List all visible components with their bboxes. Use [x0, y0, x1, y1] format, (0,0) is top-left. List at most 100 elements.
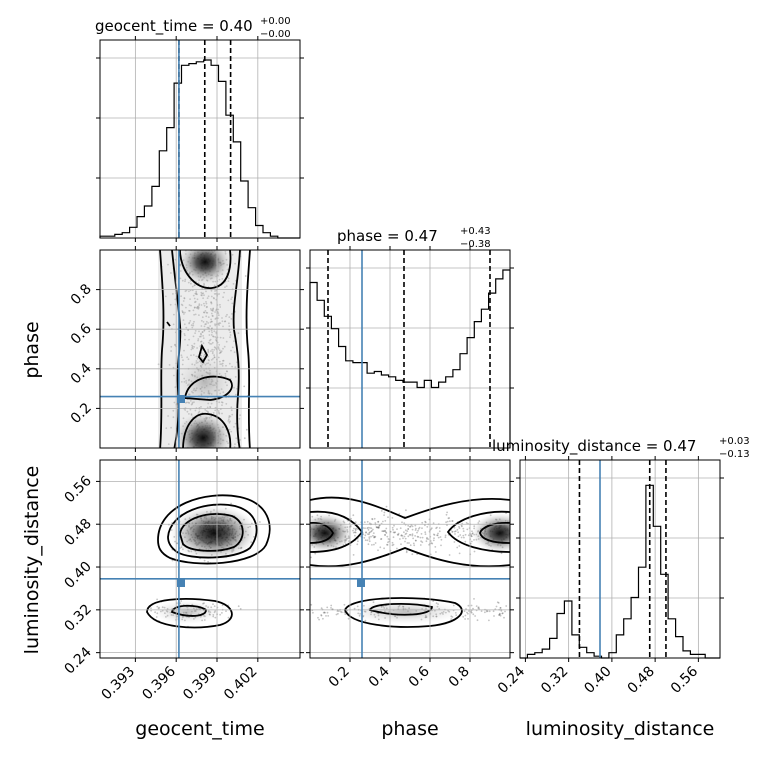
- scatter-point: [384, 529, 386, 532]
- scatter-point: [222, 359, 224, 362]
- scatter-point: [419, 544, 422, 546]
- scatter-point: [434, 546, 437, 548]
- scatter-point: [188, 321, 191, 324]
- scatter-point: [468, 610, 470, 612]
- scatter-point: [259, 521, 261, 523]
- scatter-point: [472, 607, 474, 610]
- scatter-point: [403, 522, 406, 524]
- scatter-point: [170, 426, 173, 429]
- scatter-point: [188, 310, 191, 312]
- scatter-point: [387, 541, 389, 544]
- scatter-point: [464, 533, 467, 536]
- scatter-point: [379, 546, 382, 549]
- density-secondary-distance: [153, 600, 221, 624]
- scatter-point: [451, 530, 454, 533]
- scatter-point: [231, 313, 233, 315]
- scatter-point: [498, 613, 501, 616]
- scatter-point: [498, 614, 501, 616]
- scatter-point: [195, 355, 198, 358]
- title-phase-minus: −0.38: [460, 239, 491, 250]
- scatter-point: [377, 549, 379, 552]
- scatter-point: [196, 347, 199, 349]
- scatter-point: [188, 413, 190, 415]
- scatter-point: [330, 604, 333, 607]
- y-tick-label: 0.48: [61, 516, 94, 549]
- scatter-point: [213, 354, 216, 357]
- scatter-point: [212, 412, 215, 414]
- scatter-point: [230, 502, 233, 505]
- scatter-point: [448, 517, 451, 519]
- scatter-point: [209, 308, 212, 310]
- scatter-point: [213, 330, 216, 333]
- scatter-point: [417, 528, 420, 530]
- scatter-point: [215, 309, 218, 312]
- scatter-point: [370, 527, 373, 530]
- scatter-point: [219, 336, 222, 339]
- scatter-point: [410, 524, 413, 526]
- scatter-point: [414, 539, 417, 542]
- scatter-point: [205, 320, 208, 323]
- scatter-point: [326, 606, 329, 609]
- scatter-point: [225, 315, 227, 318]
- scatter-point: [214, 336, 217, 338]
- scatter-point: [467, 534, 470, 537]
- scatter-point: [370, 530, 373, 533]
- scatter-point: [370, 535, 372, 538]
- scatter-point: [462, 530, 465, 532]
- title-luminosity-distance: luminosity_distance = 0.47: [492, 437, 696, 456]
- scatter-point: [239, 439, 242, 441]
- scatter-point: [363, 537, 366, 539]
- scatter-point: [470, 610, 472, 613]
- y-tick-label: 0.2: [68, 400, 95, 427]
- scatter-point: [409, 525, 412, 528]
- scatter-point: [418, 526, 421, 529]
- scatter-point: [188, 304, 191, 306]
- scatter-point: [185, 306, 187, 309]
- scatter-point: [235, 437, 238, 440]
- scatter-point: [454, 530, 457, 532]
- contour-inner-bottom: [182, 413, 232, 448]
- scatter-point: [404, 529, 407, 532]
- scatter-point: [218, 352, 221, 355]
- scatter-point: [350, 517, 352, 520]
- scatter-point: [239, 414, 242, 416]
- scatter-point: [488, 610, 491, 613]
- scatter-point: [165, 427, 168, 430]
- scatter-point: [432, 522, 435, 525]
- scatter-point: [210, 309, 213, 312]
- scatter-point: [448, 554, 451, 556]
- scatter-point: [198, 330, 200, 333]
- y-tick-label: 0.40: [61, 559, 94, 592]
- scatter-point: [217, 347, 220, 350]
- scatter-point: [373, 536, 376, 539]
- scatter-point: [209, 325, 212, 327]
- scatter-point: [233, 446, 236, 448]
- scatter-point: [206, 305, 208, 308]
- scatter-point: [214, 324, 217, 327]
- scatter-point: [167, 263, 169, 266]
- scatter-point: [227, 420, 230, 422]
- scatter-point: [312, 611, 314, 614]
- scatter-point: [203, 353, 206, 356]
- scatter-point: [218, 324, 221, 326]
- scatter-point: [467, 618, 469, 620]
- scatter-point: [374, 535, 377, 538]
- scatter-point: [373, 517, 376, 520]
- scatter-point: [184, 311, 186, 314]
- scatter-point: [172, 416, 175, 419]
- scatter-point: [470, 535, 473, 537]
- scatter-point: [201, 331, 204, 333]
- scatter-point: [191, 326, 194, 329]
- scatter-point: [192, 294, 195, 297]
- scatter-point: [424, 524, 426, 527]
- scatter-point: [394, 531, 396, 534]
- scatter-point: [200, 333, 203, 336]
- scatter-point: [183, 349, 185, 352]
- scatter-point: [172, 293, 174, 295]
- scatter-point: [404, 537, 407, 540]
- scatter-point: [170, 272, 172, 274]
- scatter-point: [383, 514, 385, 516]
- scatter-point: [225, 340, 228, 343]
- scatter-point: [213, 297, 216, 300]
